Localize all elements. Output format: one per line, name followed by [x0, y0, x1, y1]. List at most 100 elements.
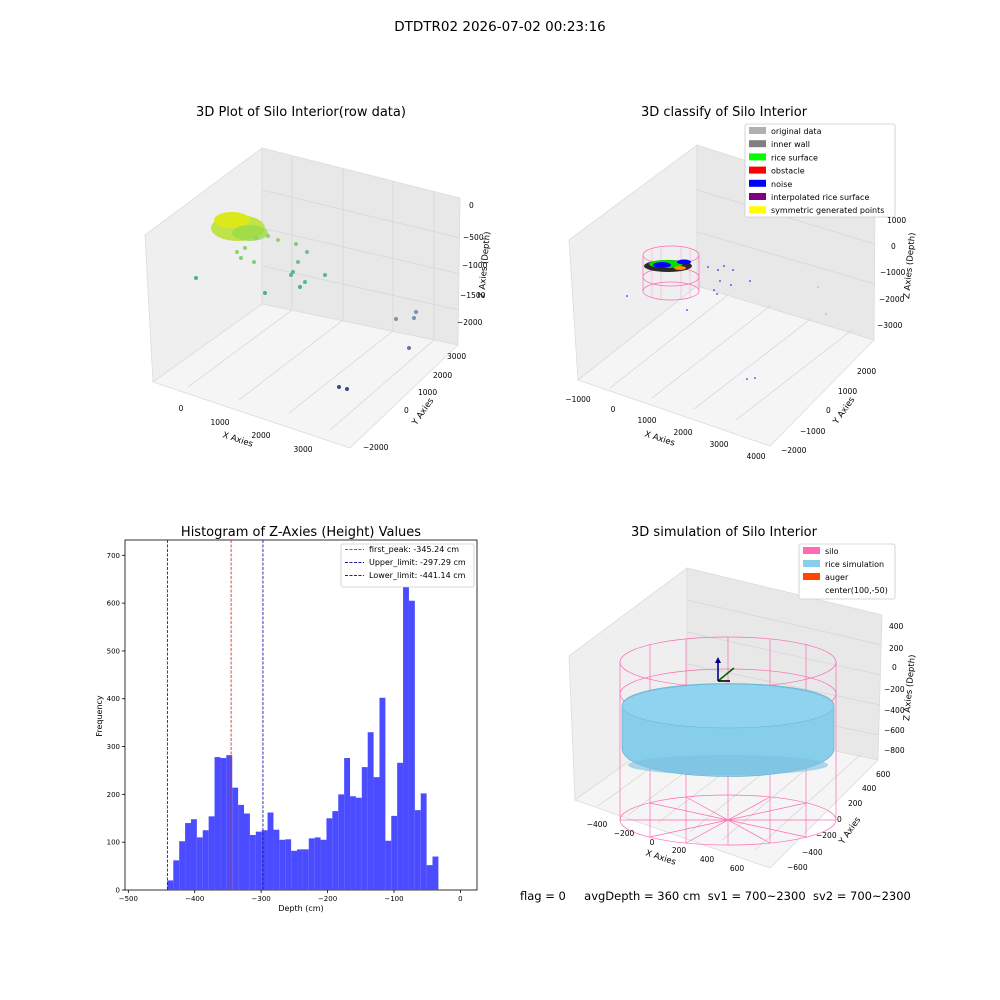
simulation-x-tick: −200 [614, 829, 635, 838]
classify-z-tick: −1000 [880, 268, 906, 277]
histogram-bar [338, 794, 345, 890]
simulation-legend-swatch [803, 560, 820, 567]
histogram-bar [202, 830, 209, 890]
simulation-y-tick: 200 [848, 799, 863, 808]
simulation-z-label: Z Axies (Depth) [902, 654, 918, 721]
histogram-y-tick-label: 100 [107, 839, 120, 847]
simulation-y-tick: 0 [837, 815, 842, 824]
histogram-bar [420, 793, 427, 890]
classify-x-ticks: −1000 0 1000 2000 3000 4000 [565, 395, 765, 461]
classify-legend-swatch [749, 166, 766, 174]
classify-points [626, 245, 827, 380]
simulation-x-tick: 200 [672, 846, 687, 855]
classify-y-tick: 0 [826, 406, 831, 415]
histogram-bar [179, 841, 186, 890]
simulation-z-ticks: 400 200 0 −200 −400 −600 −800 [884, 622, 905, 755]
simulation-y-ticks: −600 −400 −200 0 200 400 600 [787, 770, 891, 872]
sv1-text: sv1 = 700~2300 [707, 889, 806, 903]
avg-depth-text: avgDepth = 360 cm [584, 889, 701, 903]
histogram-bar [238, 804, 244, 890]
classify-y-tick: −2000 [781, 446, 807, 455]
histogram-bar [267, 812, 274, 890]
histogram-legend: first_peak: -345.24 cm Upper_limit: -297.… [340, 543, 475, 588]
simulation-x-tick: −400 [587, 820, 608, 829]
classify-z-ticks: 1000 0 −1000 −2000 −3000 [877, 216, 906, 330]
classify-x-label: X Axies [643, 429, 676, 448]
sv2-text: sv2 = 700~2300 [812, 889, 911, 903]
first_peak-legend-label: first_peak: -345.24 cm [369, 545, 459, 554]
histogram-x-label: Depth (cm) [278, 904, 323, 913]
histogram-bar [291, 850, 298, 890]
histogram-bar [397, 762, 404, 890]
simulation-z-tick: −400 [884, 706, 905, 715]
simulation-y-tick: −200 [816, 831, 837, 840]
simulation-z-tick: −200 [884, 685, 905, 694]
classify-legend-box [744, 123, 896, 218]
simulation-legend-label: silo [825, 547, 839, 556]
upper-limit-legend-label: Upper_limit: -297.29 cm [369, 558, 466, 567]
histogram-bars [167, 560, 439, 890]
histogram-bar [350, 796, 356, 890]
rice-simulation-top [621, 683, 835, 729]
histogram-x-tick-label: −500 [119, 895, 138, 903]
histogram-y-tick-label: 300 [107, 743, 120, 751]
simulation-legend: silo rice simulation auger center(100,-50) [798, 543, 896, 600]
histogram-bar [314, 837, 321, 890]
simulation-z-tick: −800 [884, 746, 905, 755]
histogram-bar [220, 758, 227, 890]
classify-legend-label: rice surface [771, 153, 818, 162]
simulation-x-tick: 600 [730, 864, 745, 873]
histogram-bar [255, 831, 262, 890]
histogram-x-ticks: −500 −400 −300 −200 −100 0 [119, 890, 463, 903]
histogram-bar [361, 767, 368, 890]
histogram-y-tick-label: 600 [107, 600, 120, 608]
raw-z-tick: −1500 [460, 291, 486, 300]
histogram-x-tick-label: −100 [384, 895, 403, 903]
classify-legend-swatch [749, 127, 766, 134]
classify-legend-swatch [749, 179, 766, 187]
raw-x-tick: 0 [179, 404, 184, 413]
classify-z-tick: 0 [891, 242, 896, 251]
raw-x-ticks: 0 1000 2000 3000 [179, 404, 313, 454]
histogram-bar [167, 880, 174, 890]
classify-legend-label: obstacle [771, 167, 805, 176]
raw-z-tick: −1000 [462, 261, 488, 270]
classify-z-label: Z Axies (Depth) [902, 232, 918, 299]
raw-z-ticks: 0 −500 −1000 −1500 −2000 [457, 201, 488, 327]
classify-z-tick: −2000 [879, 295, 905, 304]
raw-y-tick: 2000 [433, 371, 452, 380]
simulation-z-tick: 200 [889, 644, 904, 653]
histogram-bar [408, 600, 415, 890]
simulation-legend-label: auger [825, 573, 849, 582]
rice-simulation-bottom-shade [628, 755, 828, 775]
histogram-bar [261, 830, 268, 890]
status-line: flag = 0 avgDepth = 360 cm sv1 = 700~230… [520, 889, 911, 903]
center-axes-arrows [715, 657, 735, 682]
simulation-legend-label: center(100,-50) [825, 586, 888, 595]
histogram-bar [297, 849, 303, 890]
raw-x-tick: 3000 [293, 445, 312, 454]
histogram-legend-box [340, 543, 475, 588]
simulation-y-tick: 600 [876, 770, 891, 779]
raw-x-label: X Axies [221, 430, 254, 449]
raw-y-tick: 0 [404, 406, 409, 415]
lower-limit-legend-label: Lower_limit: -441.14 cm [369, 571, 466, 580]
raw-y-ticks: −2000 0 1000 2000 3000 [363, 352, 466, 452]
histogram-bar [332, 811, 339, 890]
classify-plot-title: 3D classify of Silo Interior [641, 105, 808, 120]
raw-grid [187, 156, 461, 431]
classify-z-tick: −3000 [877, 321, 903, 330]
simulation-plot-title: 3D simulation of Silo Interior [631, 525, 818, 540]
histogram-bar [320, 839, 327, 890]
histogram-bar [243, 813, 250, 890]
histogram-x-tick-label: 0 [458, 895, 462, 903]
raw-y-tick: −2000 [363, 443, 389, 452]
simulation-3d-plot: 3D simulation of Silo Interior [568, 525, 918, 873]
histogram-x-tick-label: −200 [318, 895, 337, 903]
raw-3d-plot: 3D Plot of Silo Interior(row data) [144, 105, 493, 454]
histogram-bar [190, 819, 197, 890]
histogram-x-tick-label: −400 [185, 895, 204, 903]
histogram-bar [232, 787, 239, 890]
raw-y-tick: 3000 [447, 352, 466, 361]
